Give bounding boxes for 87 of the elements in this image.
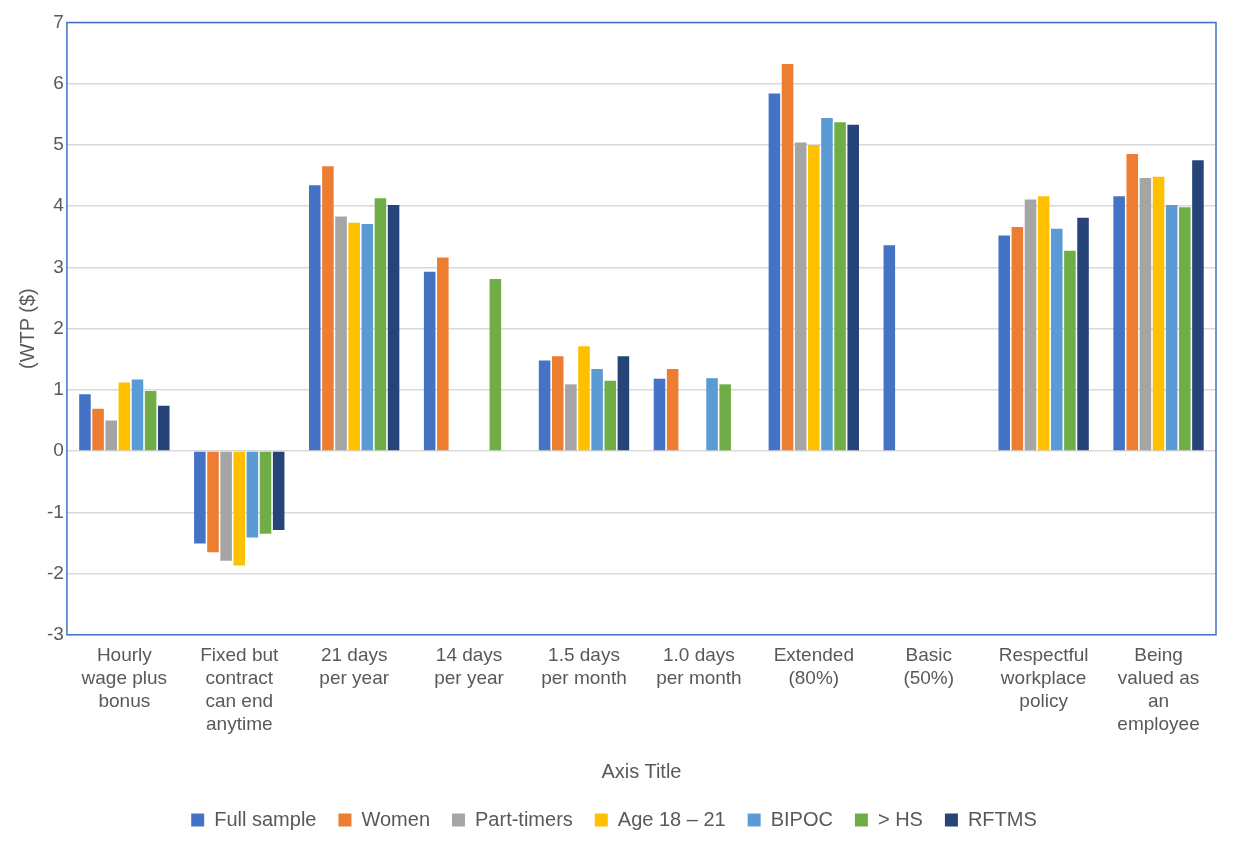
- bar: [79, 394, 91, 451]
- bar: [604, 380, 617, 451]
- bar: [821, 117, 833, 451]
- bar: [834, 122, 846, 451]
- bar: [768, 93, 781, 451]
- y-tick-label: 2: [53, 316, 64, 338]
- x-tick-label: Fixed but contract can end anytime: [200, 644, 280, 734]
- bar: [1165, 204, 1178, 451]
- bar: [1152, 176, 1165, 451]
- bar: [308, 185, 321, 451]
- bar: [1077, 217, 1089, 451]
- bar: [259, 451, 272, 534]
- bar: [719, 384, 731, 451]
- bar: [157, 405, 170, 451]
- x-tick-label: 1.5 days per month: [541, 644, 627, 689]
- bar: [348, 222, 360, 451]
- bar: [591, 369, 603, 451]
- bar: [617, 356, 630, 451]
- legend-label: Full sample: [214, 807, 317, 830]
- x-tick-label: Hourly wage plus bonus: [80, 644, 168, 712]
- bar: [1192, 160, 1204, 451]
- bar: [1126, 154, 1139, 451]
- legend-label: Part-timers: [475, 807, 573, 830]
- bar: [1113, 196, 1125, 451]
- legend-label: RFTMS: [967, 807, 1037, 830]
- bar: [1179, 207, 1191, 451]
- x-tick-label: 14 days per year: [434, 644, 505, 689]
- x-tick-label: Extended (80%): [773, 644, 854, 689]
- y-tick-label: 0: [53, 439, 64, 461]
- bar: [1139, 177, 1152, 451]
- y-axis-title: (WTP ($): [15, 288, 38, 369]
- bar: [578, 346, 590, 451]
- bar: [118, 382, 131, 451]
- bar: [246, 451, 259, 538]
- bar: [808, 144, 820, 451]
- bar: [361, 223, 374, 451]
- y-tick-label: 5: [53, 133, 64, 155]
- bar: [653, 378, 666, 451]
- bar: [335, 216, 347, 451]
- x-axis-title: Axis Title: [601, 759, 682, 782]
- x-tick-label: Being valued as an employee: [1117, 644, 1200, 734]
- bar: [207, 451, 219, 553]
- bar: [387, 204, 400, 451]
- bar: [1024, 199, 1037, 451]
- bar: [322, 166, 334, 451]
- y-tick-label: 7: [53, 10, 64, 32]
- bar: [437, 257, 449, 451]
- y-tick-label: -2: [46, 561, 64, 583]
- legend-label: > HS: [877, 807, 923, 830]
- bar: [194, 451, 206, 544]
- y-tick-label: 6: [53, 71, 64, 93]
- bar: [794, 142, 807, 451]
- bar: [105, 420, 117, 451]
- bar: [423, 271, 436, 451]
- bar: [144, 391, 157, 451]
- y-tick-label: 4: [53, 194, 65, 216]
- x-tick-label: 1.0 days per month: [656, 644, 742, 689]
- bar: [565, 384, 577, 451]
- bar: [1064, 250, 1076, 451]
- bar: [666, 369, 679, 451]
- bar: [1050, 228, 1063, 451]
- bar: [551, 356, 564, 451]
- bar: [1037, 196, 1050, 451]
- bar: [489, 279, 502, 451]
- bar: [131, 379, 144, 451]
- bar: [998, 235, 1011, 451]
- bar: [272, 451, 285, 531]
- legend-label: Age 18 – 21: [617, 807, 726, 830]
- x-tick-label: Basic (50%): [903, 644, 955, 689]
- legend-label: Women: [361, 807, 431, 830]
- x-tick-label: 21 days per year: [319, 644, 390, 689]
- bar: [220, 451, 232, 561]
- bar: [781, 64, 794, 451]
- bar: [1011, 226, 1024, 451]
- bar: [233, 451, 246, 566]
- bar: [538, 360, 551, 451]
- bar: [374, 198, 387, 451]
- y-tick-label: 3: [53, 255, 64, 277]
- y-tick-label: 1: [53, 378, 64, 400]
- x-tick-label: Respectful workplace policy: [998, 644, 1089, 712]
- legend-label: BIPOC: [770, 807, 833, 830]
- y-tick-label: -3: [46, 623, 64, 645]
- bar: [883, 245, 896, 451]
- y-tick-label: -1: [46, 500, 64, 522]
- bar: [706, 378, 718, 451]
- bar: [847, 124, 859, 451]
- bar: [92, 408, 104, 451]
